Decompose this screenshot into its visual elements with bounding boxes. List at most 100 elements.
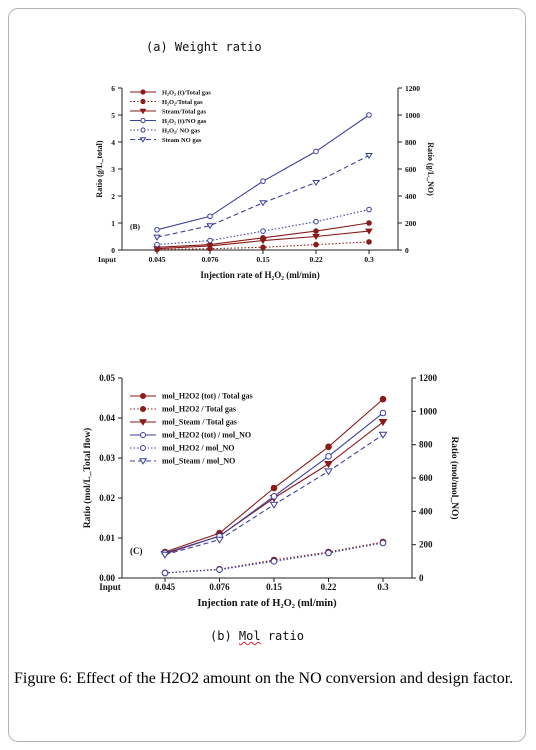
y-left-tick-label: 0.01 xyxy=(99,533,115,543)
series-6 xyxy=(160,431,388,559)
data-point xyxy=(139,444,147,452)
data-point xyxy=(365,228,373,235)
y-axis-label-left: Ratio (g/L_total) xyxy=(95,140,104,197)
x-tick-label: 0.3 xyxy=(377,582,389,592)
y-left-tick-label: 5 xyxy=(111,111,115,120)
data-point xyxy=(160,551,170,559)
subtitle-mol-suffix: ratio xyxy=(260,629,304,643)
y-right-tick-label: 400 xyxy=(405,192,417,201)
y-right-tick-label: 200 xyxy=(419,540,433,550)
y-left-tick-label: 0 xyxy=(111,246,115,255)
legend-label: H₂O₂/Total gas xyxy=(162,99,203,106)
data-point xyxy=(325,443,332,451)
data-point xyxy=(260,228,266,234)
x-tick-label: 0.045 xyxy=(155,582,176,592)
legend-label: mol_H2O2 / Total gas xyxy=(162,405,236,414)
x-tick-label: 0.22 xyxy=(309,255,322,264)
data-point xyxy=(154,226,160,233)
x-tick-label: 0.045 xyxy=(149,255,166,264)
y-left-tick-label: 0.03 xyxy=(99,453,115,463)
x-axis-label: Injection rate of H₂O₂ (ml/min) xyxy=(197,598,337,609)
panel-label: (B) xyxy=(130,222,141,231)
x-axis-label: Injection rate of H₂O₂ (ml/min) xyxy=(200,270,319,280)
x-tick-label: 0.22 xyxy=(321,582,337,592)
legend-label: mol_H2O2 / mol_NO xyxy=(162,444,234,453)
y-right-tick-label: 200 xyxy=(405,219,417,228)
data-point xyxy=(324,461,333,469)
legend-label: H₂O₂ (t)/NO gas xyxy=(162,118,207,125)
legend-label: Steam/Total gas xyxy=(162,109,206,116)
data-point xyxy=(366,239,372,245)
y-left-tick-label: 0.00 xyxy=(99,573,115,583)
data-point xyxy=(259,200,267,207)
data-point xyxy=(379,409,387,417)
subtitle-weight-ratio: (a) Weight ratio xyxy=(146,40,262,54)
subtitle-mol-word: Mol xyxy=(238,629,261,643)
x-tick-label: 0.076 xyxy=(202,255,219,264)
panel-label: (C) xyxy=(130,546,143,556)
figure-caption: Figure 6: Effect of the H2O2 amount on t… xyxy=(14,668,514,690)
y-right-tick-label: 600 xyxy=(419,473,433,483)
y-right-tick-label: 1200 xyxy=(405,84,420,93)
y-axis-label-right: Ratio (g/L_NO) xyxy=(426,142,435,196)
data-point xyxy=(379,539,387,547)
data-point xyxy=(378,419,388,427)
y-left-tick-label: 0.04 xyxy=(99,413,115,423)
data-point xyxy=(207,237,213,244)
data-point xyxy=(366,206,372,213)
data-point xyxy=(260,178,266,184)
y-left-tick-label: 6 xyxy=(111,84,115,93)
series-line xyxy=(156,208,370,246)
series-4 xyxy=(154,112,372,233)
data-point xyxy=(269,501,279,509)
data-point xyxy=(139,431,147,439)
x-tick-label: 0.15 xyxy=(256,255,269,264)
caption-label: Figure 6: xyxy=(14,670,73,687)
data-point xyxy=(138,419,148,426)
y-left-tick-label: 4 xyxy=(111,138,115,147)
data-point xyxy=(207,213,213,220)
legend-label: Steam NO gas xyxy=(162,137,202,144)
chart-panel-1: 0 1 2 3 4 5 6 0 200 400 600 800 1000 1200 Input 0.045 0.… xyxy=(95,84,435,280)
figure-frame xyxy=(8,8,526,742)
data-point xyxy=(379,395,387,403)
y-right-tick-label: 1000 xyxy=(419,406,438,416)
series-2 xyxy=(161,538,387,577)
data-point xyxy=(313,228,319,234)
data-point xyxy=(313,241,319,248)
caption-text: Effect of the H2O2 amount on the NO conv… xyxy=(72,670,514,687)
data-point xyxy=(154,241,160,248)
data-point xyxy=(325,453,332,460)
data-point xyxy=(313,218,319,225)
data-point xyxy=(312,179,320,187)
data-point xyxy=(270,484,278,492)
legend-label: mol_H2O2 (tot) / mol_NO xyxy=(162,431,251,440)
series-5 xyxy=(161,539,387,577)
legend-label: mol_Steam / mol_NO xyxy=(162,457,235,466)
series-line xyxy=(156,155,370,238)
data-point xyxy=(365,152,373,160)
legend: H₂O₂ (t)/Total gas H₂O₂/Total gas Steam/To… xyxy=(130,89,211,144)
legend-label: mol_H2O2 (tot) / Total gas xyxy=(162,392,253,401)
data-point xyxy=(366,112,372,118)
x-tick-label: 0.15 xyxy=(266,582,282,592)
data-point xyxy=(260,244,266,251)
legend-label: H₂O₂/ NO gas xyxy=(162,128,200,135)
data-point xyxy=(161,569,169,577)
y-right-tick-label: 0 xyxy=(419,573,424,583)
subtitle-mol-ratio: (b) Mol ratio xyxy=(210,629,304,643)
y-right-tick-label: 400 xyxy=(419,506,433,516)
data-point xyxy=(270,558,278,565)
y-right-tick-label: 600 xyxy=(405,165,417,174)
y-right-tick-label: 1200 xyxy=(419,373,438,383)
data-point xyxy=(139,392,147,400)
data-point xyxy=(259,238,267,245)
series-5 xyxy=(154,206,372,248)
data-point xyxy=(140,89,146,95)
x-tick-label: Input xyxy=(98,255,116,264)
y-axis-label-right: Ratio (mol/mol_NO) xyxy=(449,436,460,519)
data-point xyxy=(215,536,224,544)
y-right-tick-label: 800 xyxy=(405,138,417,147)
data-point xyxy=(313,148,319,155)
